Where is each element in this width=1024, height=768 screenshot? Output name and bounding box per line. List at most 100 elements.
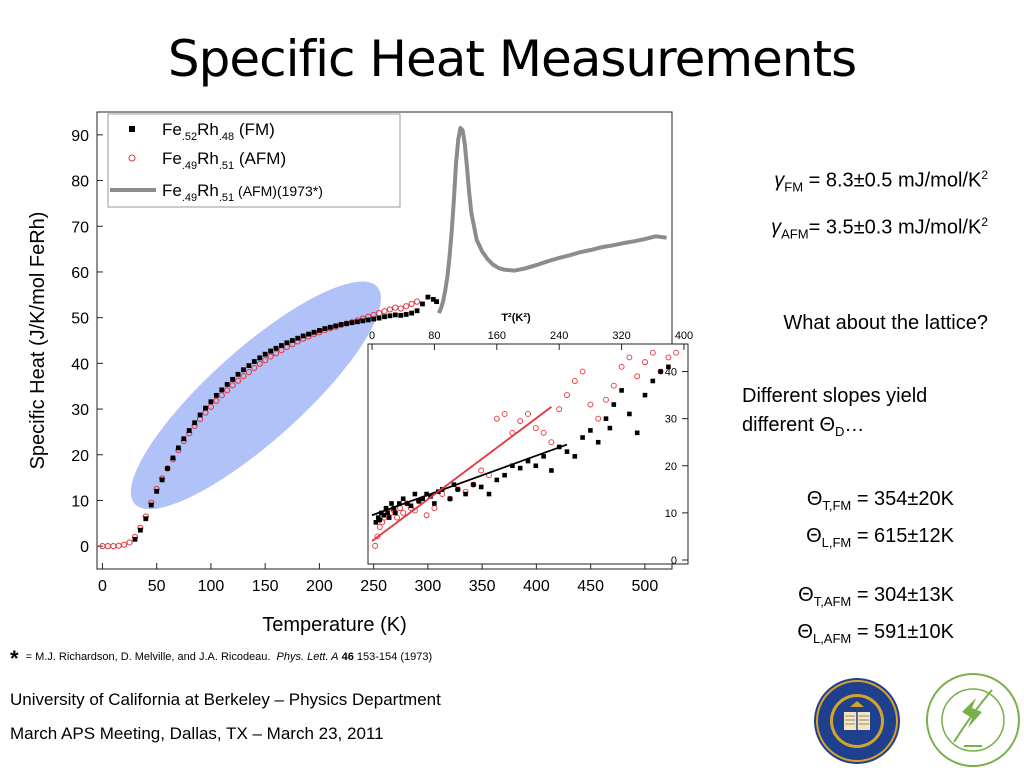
inset-x-axis-label: T²(K²) xyxy=(501,312,531,324)
inset-fm-point xyxy=(572,454,578,459)
gamma-subscript: AFM xyxy=(781,226,809,242)
theta-value: = 615±12K xyxy=(851,525,954,547)
inset-fm-point xyxy=(400,496,406,502)
fm-data-point xyxy=(251,359,257,364)
gamma-superscript: 2 xyxy=(981,215,988,229)
afm-data-point xyxy=(375,309,383,317)
fm-data-point xyxy=(295,335,301,341)
theta-value: = 354±20K xyxy=(851,488,954,510)
legend-entry-part: .49 xyxy=(182,160,197,172)
afm-data-point xyxy=(267,353,274,360)
y-tick-label: 10 xyxy=(71,493,89,510)
x-tick-label: 450 xyxy=(577,578,604,595)
fm-data-point xyxy=(279,343,284,348)
inset-fm-point xyxy=(432,501,437,506)
inset-afm-point xyxy=(447,495,453,502)
inset-afm-point xyxy=(618,363,625,370)
fm-data-point xyxy=(159,477,165,483)
inset-y-tick-label: 10 xyxy=(665,508,677,520)
inset-fm-point xyxy=(642,392,648,398)
afm-data-point xyxy=(164,465,171,472)
legend-entry-part: Fe xyxy=(162,120,182,139)
inset-afm-point xyxy=(579,368,586,375)
legend-entry-part: .51 xyxy=(219,160,234,172)
inset-afm-point xyxy=(548,439,555,446)
inset-fm-point xyxy=(494,477,500,483)
fm-data-point xyxy=(360,318,366,324)
theta-value: = 591±10K xyxy=(851,621,954,643)
inset-afm-point xyxy=(372,542,379,549)
inset-y-tick-label: 20 xyxy=(665,461,677,473)
inset-fm-point xyxy=(389,501,394,506)
gamma-subscript: FM xyxy=(784,179,804,195)
inset-afm-point xyxy=(376,524,383,530)
theta-t-afm: ΘT,AFM = 304±13K xyxy=(797,580,954,617)
inset-afm-point xyxy=(540,429,547,436)
inset-fm-point xyxy=(611,402,617,407)
fm-data-point xyxy=(148,502,154,508)
gamma-fm: γFM = 8.3±0.5 mJ/mol/K2 xyxy=(774,168,988,195)
afm-data-point xyxy=(403,303,410,310)
afm-data-point xyxy=(343,320,350,327)
inset-fm-point xyxy=(634,430,640,436)
inset-fm-point xyxy=(420,496,425,502)
theta-value: = 304±13K xyxy=(851,584,954,606)
inset-fm-point xyxy=(580,435,585,440)
x-tick-label: 0 xyxy=(98,578,107,595)
x-tick-label: 50 xyxy=(148,578,166,595)
afm-data-point xyxy=(392,304,399,311)
gamma-superscript: 2 xyxy=(981,168,988,182)
inset-fm-point xyxy=(595,439,601,445)
fm-data-point xyxy=(338,322,344,327)
y-tick-label: 60 xyxy=(71,265,89,282)
legend-entry-part: Rh xyxy=(197,149,219,168)
y-axis-label: Specific Heat (J/K/mol FeRh) xyxy=(27,212,49,470)
reference-pages: 153-154 (1973) xyxy=(356,651,433,663)
theta-symbol: Θ xyxy=(806,525,822,547)
lattice-question: What about the lattice? xyxy=(783,312,988,334)
fm-data-point xyxy=(365,317,371,323)
y-tick-label: 90 xyxy=(71,128,89,145)
reference-authors: = M.J. Richardson, D. Melville, and J.A.… xyxy=(25,651,271,663)
inset-x-tick-label: 240 xyxy=(550,330,568,342)
theta-fm-block: ΘT,FM = 354±20K ΘL,FM = 615±12K xyxy=(806,484,954,558)
afm-data-point xyxy=(397,305,404,312)
footer-line-1: University of California at Berkeley – P… xyxy=(10,690,441,709)
inset-afm-point xyxy=(493,415,500,422)
theta-subscript: T,FM xyxy=(822,498,852,513)
inset-afm-point xyxy=(610,382,617,389)
inset-afm-point xyxy=(556,406,563,413)
inset-fm-point xyxy=(383,505,389,511)
y-tick-label: 50 xyxy=(71,311,89,328)
legend-entry-part: Rh xyxy=(197,181,219,200)
inset-afm-point xyxy=(423,512,430,519)
inset-fm-point xyxy=(416,498,422,504)
fm-data-point xyxy=(284,340,290,346)
inset-afm-point xyxy=(517,418,524,424)
fm-data-point xyxy=(175,445,181,451)
fm-data-point xyxy=(197,412,203,418)
afm-data-point xyxy=(251,364,258,372)
inset-fm-point xyxy=(447,496,453,502)
fm-data-point xyxy=(246,363,252,369)
slopes-line-1: Different slopes yield xyxy=(742,385,928,407)
main-plot: 0 50 100 150 200 250 300 350 400 450 5000102030405… xyxy=(27,111,673,636)
inset-afm-point xyxy=(454,486,461,493)
inset-fm-point xyxy=(379,510,384,516)
afm-data-point xyxy=(218,392,225,399)
theta-l-afm: ΘL,AFM = 591±10K xyxy=(797,617,954,654)
x-tick-label: 500 xyxy=(632,578,659,595)
inset-fm-point xyxy=(517,465,523,471)
inset-afm-point xyxy=(400,509,407,516)
fm-data-point xyxy=(219,387,225,393)
gamma-value: = 8.3±0.5 mJ/mol/K xyxy=(803,169,982,192)
fm-data-point xyxy=(311,329,317,335)
inset-y-tick-label: 30 xyxy=(665,414,677,426)
gamma-symbol: γ xyxy=(771,216,782,239)
fm-data-point xyxy=(371,316,377,322)
afm-data-point xyxy=(256,360,263,367)
legend-entry-part: (AFM) xyxy=(234,149,286,168)
fm-data-point xyxy=(257,355,263,361)
x-tick-label: 100 xyxy=(198,578,225,595)
theta-symbol: Θ xyxy=(798,584,814,606)
